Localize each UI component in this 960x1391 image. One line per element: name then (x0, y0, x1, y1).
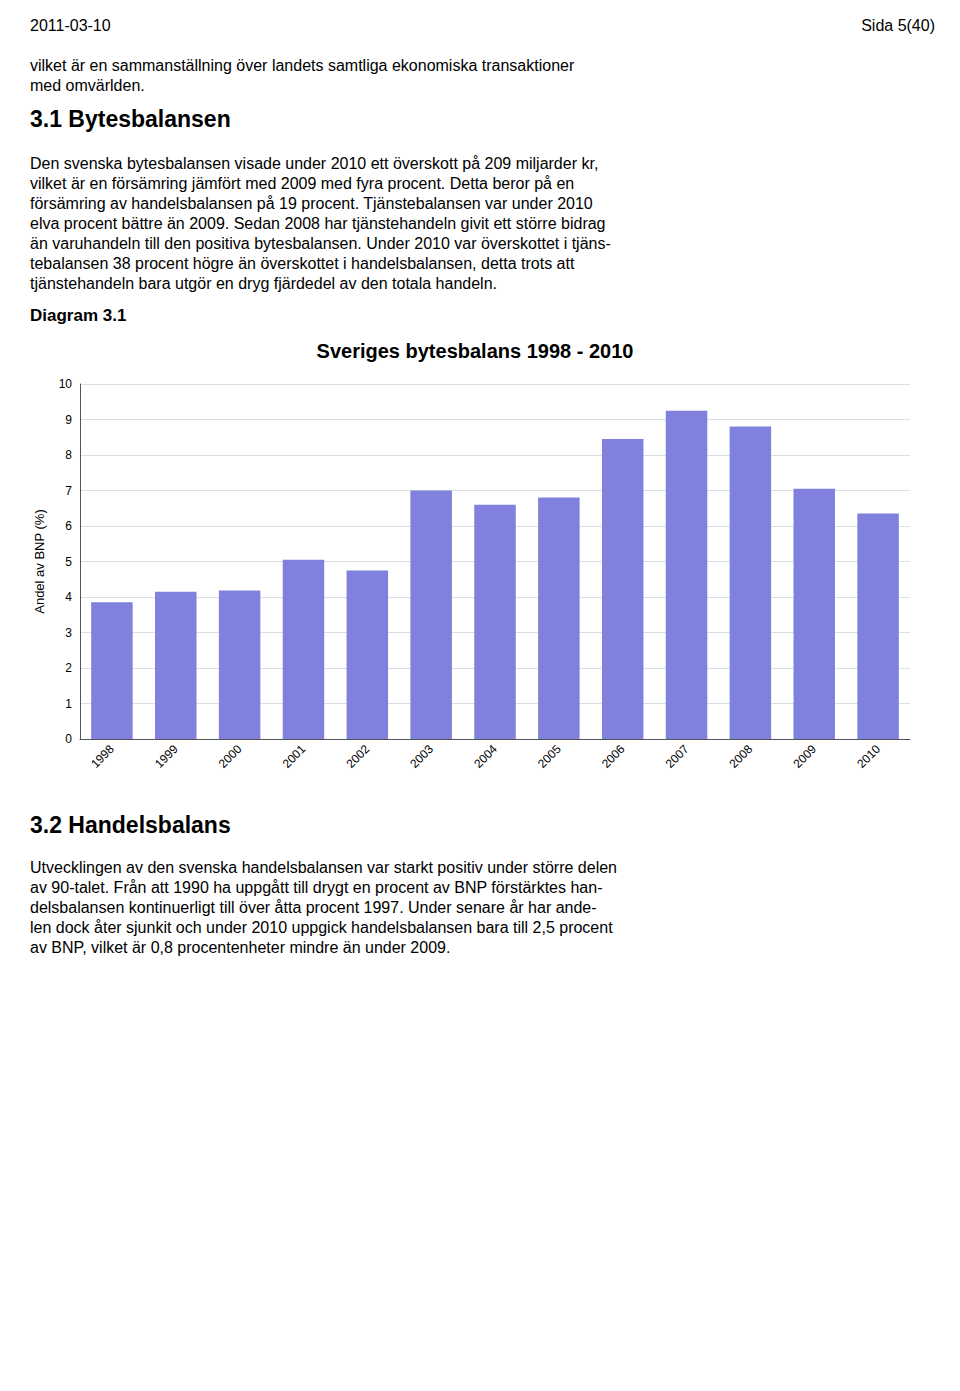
svg-text:8: 8 (65, 448, 72, 462)
svg-text:2003: 2003 (407, 742, 436, 771)
svg-text:1998: 1998 (88, 742, 117, 771)
svg-text:2010: 2010 (854, 742, 883, 771)
html-text:Diagram 3.1: Diagram 3.1 (30, 306, 127, 325)
html-text:tjänstehandeln bara utgör en d: tjänstehandeln bara utgör en dryg fjärde… (30, 275, 497, 292)
svg-text:6: 6 (65, 519, 72, 533)
svg-text:2001: 2001 (280, 742, 309, 771)
html-text:vilket är en sammanställning ö: vilket är en sammanställning över landet… (30, 57, 575, 74)
svg-text:2004: 2004 (471, 742, 500, 771)
html-text:elva procent bättre än 2009. S: elva procent bättre än 2009. Sedan 2008 … (30, 215, 606, 232)
html-text:3.2 Handelsbalans: 3.2 Handelsbalans (30, 812, 231, 838)
svg-text:3: 3 (65, 626, 72, 640)
html-text:len dock åter sjunkit och unde: len dock åter sjunkit och under 2010 upp… (30, 919, 613, 936)
html-text:än varuhandeln till den positi: än varuhandeln till den positiva bytesba… (30, 235, 611, 252)
svg-text:4: 4 (65, 590, 72, 604)
html-text:med omvärlden.: med omvärlden. (30, 77, 145, 94)
html-text:3.1 Bytesbalansen: 3.1 Bytesbalansen (30, 106, 231, 132)
html-text:2011-03-10: 2011-03-10 (30, 17, 111, 34)
svg-text:Sveriges bytesbalans 1998 - 20: Sveriges bytesbalans 1998 - 2010 (317, 340, 634, 362)
svg-text:1: 1 (65, 697, 72, 711)
svg-text:7: 7 (65, 484, 72, 498)
svg-text:2005: 2005 (535, 742, 564, 771)
html-text:delsbalansen kontinuerligt til: delsbalansen kontinuerligt till över ått… (30, 899, 597, 916)
svg-text:2002: 2002 (343, 742, 372, 771)
svg-text:9: 9 (65, 413, 72, 427)
html-text:försämring av handelsbalansen: försämring av handelsbalansen på 19 proc… (30, 195, 593, 212)
svg-text:2000: 2000 (216, 742, 245, 771)
svg-text:2: 2 (65, 661, 72, 675)
svg-text:1999: 1999 (152, 742, 181, 771)
svg-text:10: 10 (59, 377, 73, 391)
svg-text:2008: 2008 (727, 742, 756, 771)
html-text:Utvecklingen av den svenska ha: Utvecklingen av den svenska handelsbalan… (30, 859, 617, 876)
html-text:av 90-talet. Från att 1990 ha: av 90-talet. Från att 1990 ha uppgått ti… (30, 879, 603, 896)
html-text:Sida 5(40): Sida 5(40) (861, 17, 935, 34)
html-text:Den svenska bytesbalansen visa: Den svenska bytesbalansen visade under 2… (30, 155, 599, 172)
svg-text:2007: 2007 (663, 742, 692, 771)
html-text:vilket är en försämring jämför: vilket är en försämring jämfört med 2009… (30, 175, 575, 192)
svg-text:Andel av BNP (%): Andel av BNP (%) (32, 509, 47, 614)
svg-text:0: 0 (65, 732, 72, 746)
svg-text:2009: 2009 (790, 742, 819, 771)
svg-text:5: 5 (65, 555, 72, 569)
html-text:av BNP, vilket är 0,8 procente: av BNP, vilket är 0,8 procentenheter min… (30, 939, 451, 956)
html-text:tebalansen 38 procent högre än: tebalansen 38 procent högre än överskott… (30, 255, 575, 272)
svg-text:2006: 2006 (599, 742, 628, 771)
